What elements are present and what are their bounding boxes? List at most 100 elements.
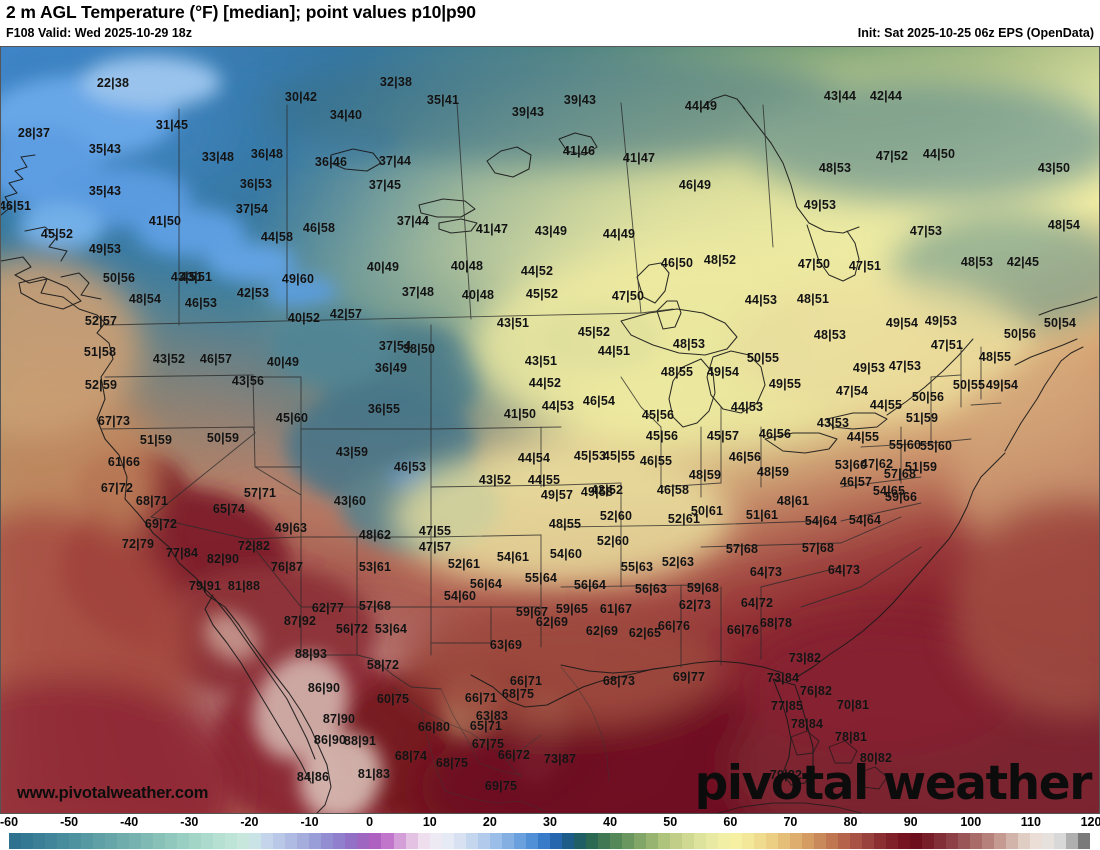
colorbar-tick: 30 — [543, 815, 557, 829]
colorbar-tick: -50 — [60, 815, 79, 829]
colorbar-swatch — [501, 833, 514, 849]
colorbar-swatch — [93, 833, 106, 849]
colorbar-swatch — [717, 833, 730, 849]
colorbar-section: -60 -50 -40 -30 -20 -10 0 10 20 30 40 50 60 70 80 90 100… — [0, 814, 1100, 850]
colorbar-tick: -60 — [0, 815, 19, 829]
colorbar-swatch — [57, 833, 70, 849]
colorbar-swatch — [838, 833, 851, 849]
colorbar-swatch — [477, 833, 490, 849]
colorbar-swatch — [874, 833, 887, 849]
colorbar-swatch — [165, 833, 178, 849]
map-canvas — [1, 47, 1099, 813]
colorbar-swatch — [249, 833, 262, 849]
colorbar-swatch — [237, 833, 250, 849]
colorbar-swatch — [898, 833, 911, 849]
colorbar-swatch — [333, 833, 346, 849]
geography-outlines — [1, 94, 1098, 813]
colorbar-tick: -40 — [120, 815, 139, 829]
colorbar-tick: 60 — [723, 815, 738, 829]
colorbar-swatch — [213, 833, 226, 849]
colorbar-swatch — [886, 833, 899, 849]
colorbar-swatch — [1078, 833, 1091, 849]
colorbar-swatch — [9, 833, 22, 849]
colorbar-swatch — [1030, 833, 1043, 849]
colorbar-tick: 50 — [663, 815, 678, 829]
colorbar-swatch — [549, 833, 562, 849]
colorbar-swatch — [681, 833, 694, 849]
colorbar-swatch — [645, 833, 658, 849]
colorbar-swatch — [1018, 833, 1031, 849]
colorbar-swatch — [21, 833, 34, 849]
colorbar-swatch — [802, 833, 815, 849]
colorbar-swatch — [765, 833, 778, 849]
colorbar-swatch — [465, 833, 478, 849]
colorbar-swatch — [513, 833, 526, 849]
colorbar-swatch — [417, 833, 430, 849]
colorbar-swatch — [117, 833, 130, 849]
colorbar-swatch — [453, 833, 466, 849]
map-header: 2 m AGL Temperature (°F) [median]; point… — [0, 0, 1100, 46]
valid-time-label: F108 Valid: Wed 2025-10-29 18z — [6, 26, 192, 40]
colorbar-swatch — [393, 833, 406, 849]
colorbar-swatch — [441, 833, 454, 849]
colorbar-swatch — [201, 833, 214, 849]
colorbar-swatch — [309, 833, 322, 849]
colorbar-swatch — [345, 833, 358, 849]
colorbar-swatch — [129, 833, 142, 849]
colorbar-swatch — [1006, 833, 1019, 849]
colorbar-swatch — [705, 833, 718, 849]
colorbar-swatch — [261, 833, 274, 849]
colorbar-tick: 20 — [482, 815, 497, 829]
colorbar-tick: -30 — [180, 815, 199, 829]
colorbar-swatch — [934, 833, 947, 849]
colorbar-swatch — [141, 833, 154, 849]
colorbar-tick: 100 — [960, 815, 982, 829]
colorbar-tick: 80 — [843, 815, 858, 829]
colorbar-swatch — [561, 833, 574, 849]
colorbar-swatch — [982, 833, 995, 849]
colorbar-swatch — [225, 833, 238, 849]
colorbar-swatch — [826, 833, 839, 849]
colorbar-swatch — [45, 833, 58, 849]
colorbar-tick: -20 — [240, 815, 259, 829]
temperature-map[interactable]: 22|38 28|37 31|45 35|43 33|48 36|48 36|46 35|43… — [0, 46, 1100, 814]
colorbar-tick: 110 — [1020, 815, 1041, 829]
colorbar-swatch — [741, 833, 754, 849]
init-time-label: Init: Sat 2025-10-25 06z EPS (OpenData) — [857, 26, 1094, 40]
temperature-field — [1, 47, 1099, 813]
colorbar-swatch — [790, 833, 803, 849]
colorbar-swatch — [753, 833, 766, 849]
colorbar-swatch — [657, 833, 670, 849]
colorbar-swatch — [273, 833, 286, 849]
colorbar-swatch — [1042, 833, 1055, 849]
colorbar-swatch — [729, 833, 742, 849]
colorbar-swatch — [1054, 833, 1067, 849]
colorbar-swatch — [369, 833, 382, 849]
colorbar-swatch — [585, 833, 598, 849]
colorbar-swatch — [621, 833, 634, 849]
colorbar-swatch — [862, 833, 875, 849]
colorbar-swatch — [33, 833, 46, 849]
colorbar-swatch — [69, 833, 82, 849]
colorbar-swatch — [633, 833, 646, 849]
colorbar-swatch — [153, 833, 166, 849]
colorbar-swatch — [81, 833, 94, 849]
colorbar-swatch — [946, 833, 959, 849]
colorbar-swatch — [609, 833, 622, 849]
colorbar-swatch — [814, 833, 827, 849]
colorbar-gradient[interactable] — [9, 833, 1091, 849]
colorbar-swatch — [321, 833, 334, 849]
colorbar-swatch — [922, 833, 935, 849]
colorbar-swatch — [958, 833, 971, 849]
colorbar-swatch — [597, 833, 610, 849]
colorbar-swatch — [429, 833, 442, 849]
page-title: 2 m AGL Temperature (°F) [median]; point… — [6, 2, 476, 22]
colorbar-swatch — [970, 833, 983, 849]
colorbar-swatch — [537, 833, 550, 849]
colorbar-tick: 90 — [903, 815, 918, 829]
watermark-url: www.pivotalweather.com — [17, 784, 209, 802]
colorbar-tick: 120 — [1080, 815, 1100, 829]
colorbar-swatch — [285, 833, 298, 849]
colorbar-tick: -10 — [300, 815, 319, 829]
